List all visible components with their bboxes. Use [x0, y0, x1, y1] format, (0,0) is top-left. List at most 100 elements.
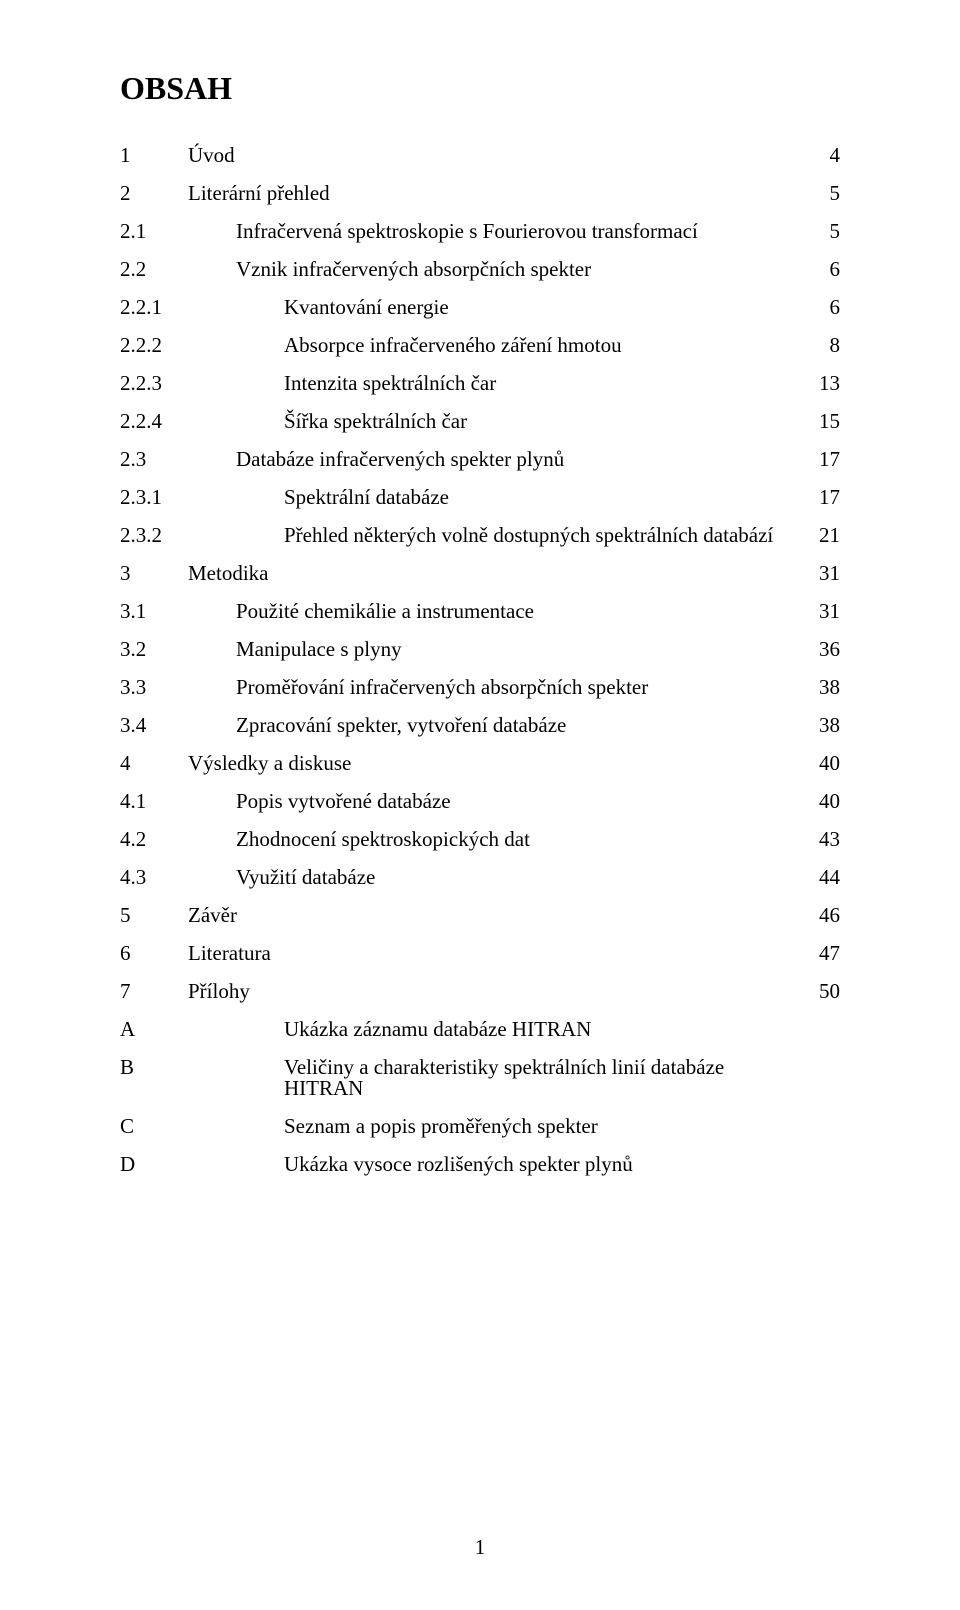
- toc-number: 4.1: [120, 791, 236, 812]
- toc-page: 40: [810, 753, 840, 774]
- appendix-row: AUkázka záznamu databáze HITRAN: [120, 1019, 840, 1040]
- appendix-letter: D: [120, 1154, 284, 1175]
- toc-row: 4.3Využití databáze44: [120, 867, 840, 888]
- toc-number: 3.1: [120, 601, 236, 622]
- toc-page: 5: [810, 221, 840, 242]
- toc-label: Absorpce infračerveného záření hmotou: [284, 335, 810, 356]
- toc-page: 36: [810, 639, 840, 660]
- appendix-row: BVeličiny a charakteristiky spektrálních…: [120, 1057, 840, 1099]
- appendix-letter: A: [120, 1019, 284, 1040]
- toc-row: 2.2.3Intenzita spektrálních čar13: [120, 373, 840, 394]
- toc-row: 3.3Proměřování infračervených absorpčníc…: [120, 677, 840, 698]
- toc-label: Literatura: [188, 943, 810, 964]
- appendix-label: Ukázka záznamu databáze HITRAN: [284, 1019, 810, 1040]
- toc-label: Intenzita spektrálních čar: [284, 373, 810, 394]
- toc-page: 13: [810, 373, 840, 394]
- toc-number: 4.2: [120, 829, 236, 850]
- toc-number: 2.2.3: [120, 373, 284, 394]
- toc-row: 2.3.2Přehled některých volně dostupných …: [120, 525, 840, 546]
- toc-number: 5: [120, 905, 188, 926]
- toc-row: 3.4Zpracování spekter, vytvoření databáz…: [120, 715, 840, 736]
- toc-row: 3.2Manipulace s plyny36: [120, 639, 840, 660]
- toc-page: 50: [810, 981, 840, 1002]
- toc-row: 4.2Zhodnocení spektroskopických dat43: [120, 829, 840, 850]
- toc-label: Zhodnocení spektroskopických dat: [236, 829, 810, 850]
- table-of-contents: 1Úvod42Literární přehled52.1Infračervená…: [120, 145, 840, 1175]
- toc-row: 4.1Popis vytvořené databáze40: [120, 791, 840, 812]
- toc-label: Zpracování spekter, vytvoření databáze: [236, 715, 810, 736]
- toc-page: 8: [810, 335, 840, 356]
- toc-number: 6: [120, 943, 188, 964]
- toc-page: 43: [810, 829, 840, 850]
- toc-label: Popis vytvořené databáze: [236, 791, 810, 812]
- toc-number: 2: [120, 183, 188, 204]
- toc-row: 3.1Použité chemikálie a instrumentace31: [120, 601, 840, 622]
- toc-row: 2.3Databáze infračervených spekter plynů…: [120, 449, 840, 470]
- toc-row: 3Metodika31: [120, 563, 840, 584]
- toc-number: 7: [120, 981, 188, 1002]
- appendix-label: Veličiny a charakteristiky spektrálních …: [284, 1057, 810, 1099]
- toc-number: 2.2.1: [120, 297, 284, 318]
- appendix-letter: C: [120, 1116, 284, 1137]
- toc-row: 2.2.4Šířka spektrálních čar15: [120, 411, 840, 432]
- toc-number: 2.2: [120, 259, 236, 280]
- toc-number: 3: [120, 563, 188, 584]
- toc-number: 2.3: [120, 449, 236, 470]
- appendix-label: Ukázka vysoce rozlišených spekter plynů: [284, 1154, 810, 1175]
- toc-label: Výsledky a diskuse: [188, 753, 810, 774]
- toc-number: 2.3.2: [120, 525, 284, 546]
- toc-page: 31: [810, 563, 840, 584]
- toc-page: 6: [810, 297, 840, 318]
- toc-row: 2.1Infračervená spektroskopie s Fouriero…: [120, 221, 840, 242]
- toc-label: Vznik infračervených absorpčních spekter: [236, 259, 810, 280]
- toc-label: Databáze infračervených spekter plynů: [236, 449, 810, 470]
- toc-label: Využití databáze: [236, 867, 810, 888]
- toc-row: 5Závěr46: [120, 905, 840, 926]
- toc-page: 15: [810, 411, 840, 432]
- toc-label: Použité chemikálie a instrumentace: [236, 601, 810, 622]
- toc-label: Šířka spektrálních čar: [284, 411, 810, 432]
- toc-page: 17: [810, 449, 840, 470]
- toc-page: 5: [810, 183, 840, 204]
- toc-row: 1Úvod4: [120, 145, 840, 166]
- toc-label: Přílohy: [188, 981, 810, 1002]
- toc-number: 4.3: [120, 867, 236, 888]
- toc-number: 2.1: [120, 221, 236, 242]
- toc-row: 6Literatura47: [120, 943, 840, 964]
- toc-row: 2.2.2Absorpce infračerveného záření hmot…: [120, 335, 840, 356]
- toc-number: 3.3: [120, 677, 236, 698]
- toc-number: 3.2: [120, 639, 236, 660]
- toc-row: 2.2Vznik infračervených absorpčních spek…: [120, 259, 840, 280]
- toc-page: 40: [810, 791, 840, 812]
- toc-number: 3.4: [120, 715, 236, 736]
- toc-number: 4: [120, 753, 188, 774]
- toc-label: Metodika: [188, 563, 810, 584]
- toc-label: Infračervená spektroskopie s Fourierovou…: [236, 221, 810, 242]
- toc-label: Závěr: [188, 905, 810, 926]
- page-number: 1: [0, 1535, 960, 1560]
- toc-label: Přehled některých volně dostupných spekt…: [284, 525, 810, 546]
- appendix-row: DUkázka vysoce rozlišených spekter plynů: [120, 1154, 840, 1175]
- toc-number: 2.2.2: [120, 335, 284, 356]
- toc-label: Kvantování energie: [284, 297, 810, 318]
- toc-row: 4Výsledky a diskuse40: [120, 753, 840, 774]
- toc-number: 2.3.1: [120, 487, 284, 508]
- toc-row: 2.2.1Kvantování energie6: [120, 297, 840, 318]
- page: OBSAH 1Úvod42Literární přehled52.1Infrač…: [0, 0, 960, 1610]
- toc-page: 38: [810, 677, 840, 698]
- appendix-label: Seznam a popis proměřených spekter: [284, 1116, 810, 1137]
- toc-label: Proměřování infračervených absorpčních s…: [236, 677, 810, 698]
- toc-page: 21: [810, 525, 840, 546]
- toc-row: 2.3.1Spektrální databáze17: [120, 487, 840, 508]
- toc-number: 1: [120, 145, 188, 166]
- toc-page: 17: [810, 487, 840, 508]
- toc-label: Literární přehled: [188, 183, 810, 204]
- toc-page: 6: [810, 259, 840, 280]
- toc-label: Spektrální databáze: [284, 487, 810, 508]
- toc-row: 7Přílohy50: [120, 981, 840, 1002]
- page-title: OBSAH: [120, 70, 840, 107]
- toc-page: 46: [810, 905, 840, 926]
- appendix-letter: B: [120, 1057, 284, 1078]
- toc-label: Manipulace s plyny: [236, 639, 810, 660]
- toc-row: 2Literární přehled5: [120, 183, 840, 204]
